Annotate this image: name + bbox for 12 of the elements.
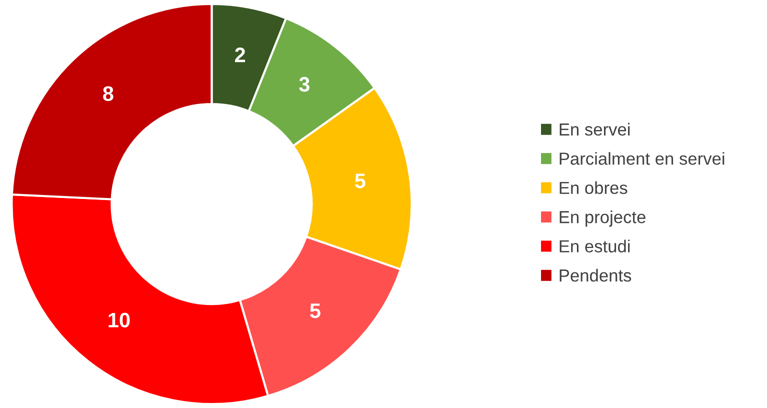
- data-label: 5: [355, 174, 366, 188]
- data-label: 2: [235, 48, 246, 62]
- legend-label: En projecte: [560, 210, 646, 227]
- legend-label: Pendents: [560, 268, 632, 282]
- data-label: 3: [299, 76, 310, 92]
- legend-label: En servei: [560, 122, 630, 136]
- data-label: 10: [108, 312, 130, 328]
- data-label: 5: [310, 304, 320, 318]
- data-label: 8: [103, 86, 114, 102]
- legend-label: En obres: [560, 181, 628, 194]
- legend-label: En estudi: [560, 240, 630, 252]
- legend-label: Parcialment en servei: [560, 152, 724, 165]
